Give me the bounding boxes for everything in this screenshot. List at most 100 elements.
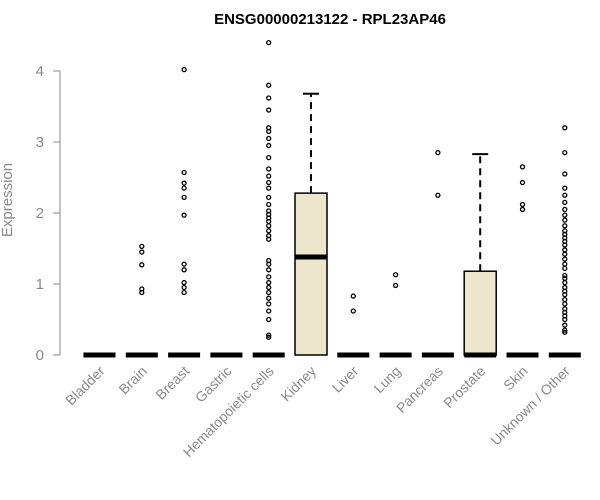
outlier-point [562,149,568,156]
outlier-point [562,306,568,312]
outlier-point [435,192,441,198]
box-brain [125,243,158,358]
outlier-point [266,82,272,88]
box-kidney [294,92,328,356]
outlier-point [562,185,568,191]
outlier-point [562,171,568,177]
outlier-point [350,308,356,314]
outlier-point [266,257,272,264]
outlier-point [139,286,145,292]
outlier-point [266,142,272,149]
outlier-point [266,135,272,142]
outlier-point [266,279,272,286]
outlier-point [266,233,272,239]
outlier-point [181,212,187,218]
outlier-point [266,274,272,280]
outlier-point [392,282,399,289]
outlier-point [266,208,272,214]
outlier-point [266,295,272,301]
outlier-point [181,279,187,286]
outlier-point [562,199,568,206]
outlier-point [562,301,568,307]
outlier-point [266,179,272,186]
outlier-point [139,249,145,255]
y-tick-label: 1 [36,276,44,293]
y-tick-label: 4 [36,63,44,80]
outlier-point [562,247,568,253]
outlier-point [266,166,272,172]
outlier-point [181,169,187,176]
x-tick-label: Pancreas [393,363,446,416]
box-prostate [463,153,497,358]
outlier-point [562,223,568,229]
box-unknown-other [548,125,581,358]
outlier-point [181,194,187,201]
outlier-point [562,284,568,291]
x-tick-label: Breast [152,363,192,403]
outlier-point [562,275,568,281]
outlier-point [139,243,145,250]
outlier-point [266,316,272,323]
y-tick-label: 0 [36,347,44,364]
chart-title: ENSG00000213122 - RPL23AP46 [214,11,446,28]
outlier-point [266,173,272,179]
x-tick-label: Lung [370,363,403,396]
outlier-point [266,301,272,307]
x-tick-label: Skin [500,363,531,394]
x-tick-label: Kidney [278,363,320,405]
outlier-point [266,289,272,296]
outlier-point [266,95,272,101]
outlier-point [350,293,356,299]
x-tick-label: Bladder [62,363,108,409]
outlier-point [181,267,187,273]
outlier-point [181,289,187,296]
outlier-point [562,279,568,286]
box-hematopoietic-cells [252,39,285,358]
outlier-point [181,284,187,291]
x-tick-label: Brain [115,363,149,397]
outlier-point [392,272,399,278]
box-pancreas [421,149,454,358]
outlier-point [266,39,272,46]
outlier-point [562,228,568,234]
outlier-point [266,154,272,161]
outlier-point [562,265,568,272]
outlier-point [266,284,272,291]
outlier-point [519,201,526,208]
outlier-point [181,66,187,73]
outlier-point [562,125,568,131]
boxes [83,39,581,358]
outlier-point [519,206,526,213]
y-tick-label: 2 [36,205,44,222]
outlier-point [562,251,568,257]
outlier-point [562,322,568,328]
outlier-point [562,256,568,262]
outlier-point [139,262,145,268]
y-axis: 0 1 2 3 4 [36,63,61,364]
outlier-point [562,217,568,223]
box-body [294,192,328,356]
outlier-point [562,261,568,267]
outlier-point [266,223,272,229]
outlier-point [519,164,526,170]
outlier-point [181,261,187,267]
outlier-point [266,125,272,131]
box-breast [168,66,201,358]
outlier-point [266,228,272,234]
outlier-point [266,267,272,273]
box-skin [506,164,539,358]
x-tick-label: Prostate [440,363,488,411]
box-body [463,270,497,356]
y-axis-label: Expression [0,163,16,237]
box-liver [337,293,370,358]
outlier-point [266,201,272,208]
outlier-point [562,212,568,218]
outlier-point [562,192,568,198]
outlier-point [562,272,568,279]
outlier-point [519,179,526,186]
outlier-point [562,296,568,303]
y-tick-label: 3 [36,134,44,151]
